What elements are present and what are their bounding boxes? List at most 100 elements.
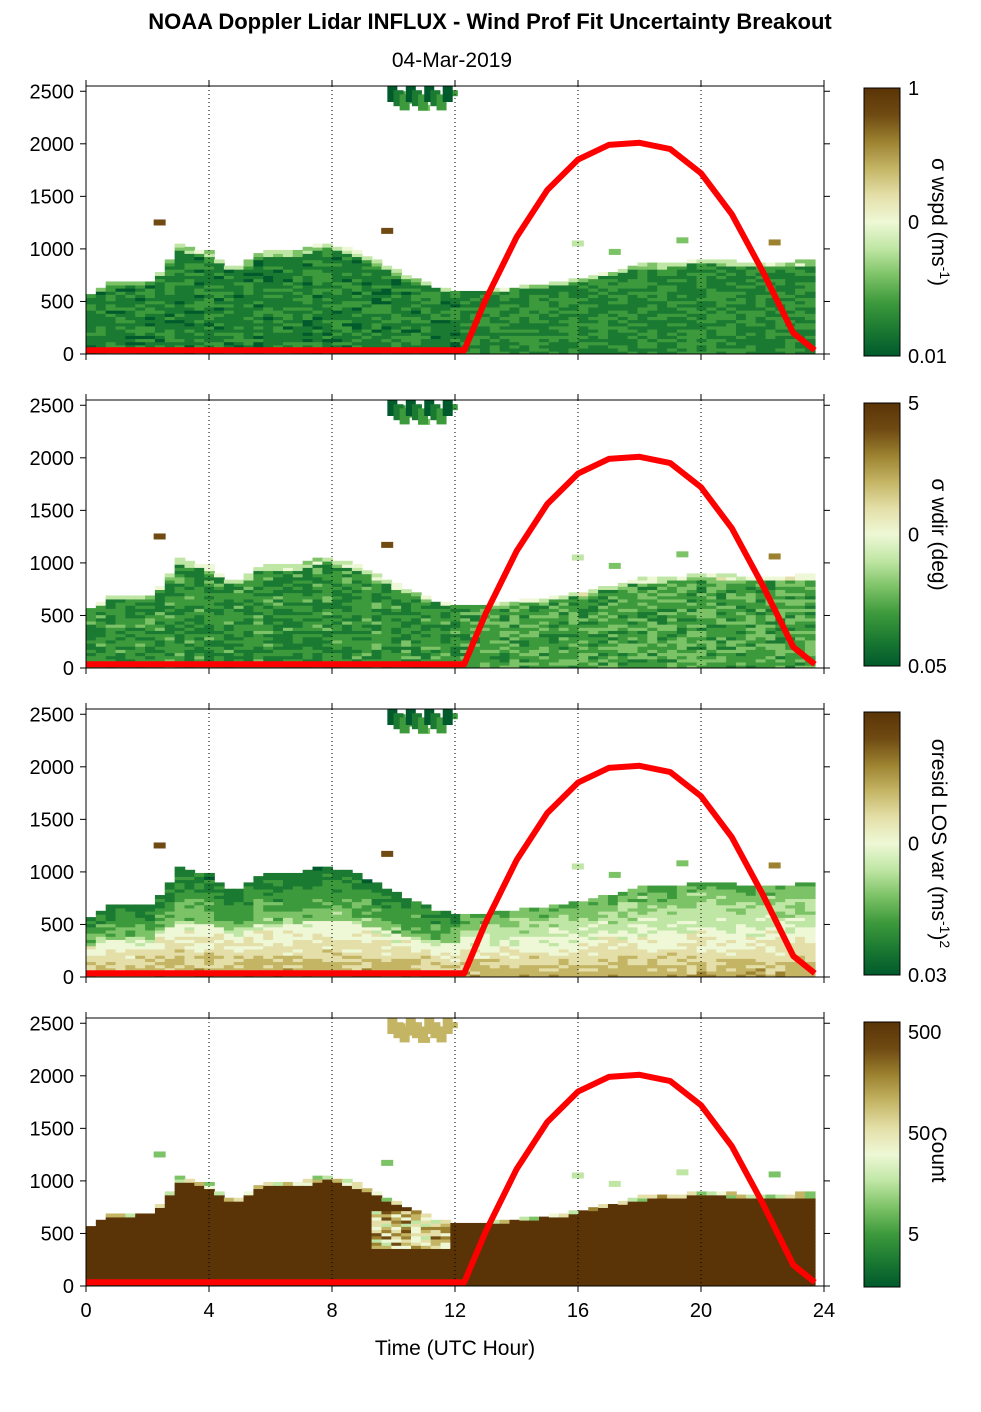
heatmap-cell bbox=[775, 322, 787, 327]
heatmap-cell bbox=[86, 294, 97, 299]
heatmap-cell bbox=[479, 309, 491, 314]
heatmap-cell bbox=[292, 582, 304, 587]
heatmap-cell bbox=[273, 322, 284, 327]
heatmap-cell bbox=[401, 614, 412, 619]
heatmap-cell bbox=[332, 328, 343, 333]
heatmap-cell bbox=[598, 645, 609, 650]
heatmap-cell bbox=[361, 322, 373, 327]
heatmap-cell bbox=[745, 627, 757, 631]
heatmap-cell bbox=[312, 589, 324, 594]
heatmap-cell bbox=[145, 309, 156, 314]
heatmap-cell bbox=[804, 576, 816, 581]
heatmap-cell bbox=[657, 300, 668, 305]
heatmap-cell bbox=[322, 297, 334, 302]
heatmap-cell bbox=[214, 920, 225, 925]
heatmap-cell bbox=[617, 611, 629, 616]
heatmap-cell bbox=[735, 287, 747, 292]
heatmap-cell bbox=[282, 331, 294, 336]
heatmap-cell bbox=[607, 278, 619, 283]
heatmap-cell bbox=[381, 341, 393, 346]
heatmap-cell bbox=[302, 259, 314, 264]
heatmap-cell bbox=[292, 579, 304, 584]
heatmap-cell bbox=[194, 917, 205, 922]
heatmap-cell bbox=[391, 598, 402, 603]
heatmap-cell bbox=[184, 649, 196, 654]
heatmap-cell bbox=[233, 929, 245, 934]
heatmap-cell bbox=[273, 331, 284, 336]
heatmap-cell bbox=[430, 300, 442, 305]
heatmap-cell bbox=[548, 661, 560, 666]
heatmap-cell bbox=[204, 652, 215, 657]
heatmap-cell bbox=[95, 961, 107, 966]
heatmap-cell bbox=[105, 303, 117, 308]
y-tick-label: 0 bbox=[63, 344, 74, 366]
heatmap-cell bbox=[755, 328, 767, 333]
heatmap-cell bbox=[174, 253, 186, 258]
heatmap-cell bbox=[322, 595, 334, 600]
heatmap-cell bbox=[755, 297, 767, 302]
heatmap-cell bbox=[588, 598, 599, 603]
heatmap-cell bbox=[263, 284, 274, 289]
heatmap-cell bbox=[529, 633, 540, 638]
heatmap-cell bbox=[440, 630, 452, 635]
heatmap-cell bbox=[607, 611, 619, 616]
heatmap-cell bbox=[135, 309, 146, 314]
heatmap-cell bbox=[361, 608, 373, 613]
heatmap-cell bbox=[164, 614, 176, 619]
heatmap-cell bbox=[86, 923, 97, 928]
heatmap-cell bbox=[253, 885, 265, 890]
heatmap-cell bbox=[154, 287, 166, 292]
heatmap-cell bbox=[351, 898, 363, 903]
heatmap-cell bbox=[214, 951, 225, 956]
heatmap-cell bbox=[745, 275, 757, 280]
heatmap-cell bbox=[312, 964, 324, 969]
heatmap-cell bbox=[420, 601, 432, 606]
heatmap-cell bbox=[667, 344, 678, 349]
heatmap-cell bbox=[667, 262, 678, 267]
heatmap-cell bbox=[312, 338, 324, 343]
heatmap-cell bbox=[135, 316, 146, 321]
heatmap-cell bbox=[588, 652, 599, 657]
heatmap-cell bbox=[115, 300, 127, 305]
heatmap-cell bbox=[371, 287, 383, 292]
heatmap-cell bbox=[361, 620, 373, 625]
heatmap-cell bbox=[657, 335, 668, 340]
heatmap-cell bbox=[765, 347, 777, 352]
heatmap-cell bbox=[509, 645, 521, 650]
heatmap-cell bbox=[420, 642, 432, 647]
heatmap-cell bbox=[233, 642, 245, 647]
heatmap-cell bbox=[440, 319, 452, 324]
heatmap-cell bbox=[86, 652, 97, 657]
heatmap-cell bbox=[351, 620, 363, 625]
heatmap-cell bbox=[204, 611, 215, 616]
heatmap-cell bbox=[214, 620, 225, 625]
heatmap-cell bbox=[795, 639, 806, 644]
heatmap-cell bbox=[273, 645, 284, 650]
heatmap-cell bbox=[607, 630, 619, 635]
heatmap-cell bbox=[282, 341, 294, 346]
heatmap-cell bbox=[164, 882, 176, 887]
heatmap-cell bbox=[322, 313, 334, 317]
heatmap-cell bbox=[371, 259, 383, 264]
heatmap-cell bbox=[332, 627, 343, 631]
heatmap-cell bbox=[637, 335, 649, 340]
heatmap-cell bbox=[253, 901, 265, 906]
heatmap-cell bbox=[706, 645, 718, 650]
heatmap-cell bbox=[735, 627, 747, 631]
heatmap-cell bbox=[263, 898, 274, 903]
heatmap-cell bbox=[696, 272, 708, 276]
heatmap-cell bbox=[676, 287, 688, 292]
heatmap-cell bbox=[332, 620, 343, 625]
heatmap-cell bbox=[164, 655, 176, 660]
heatmap-cell bbox=[194, 904, 205, 909]
heatmap-cell bbox=[154, 920, 166, 925]
heatmap-cell bbox=[686, 319, 698, 324]
heatmap-cell bbox=[253, 891, 265, 896]
heatmap-cell bbox=[233, 958, 245, 963]
heatmap-cell bbox=[214, 649, 225, 654]
heatmap-cell bbox=[253, 335, 265, 340]
heatmap-cell bbox=[115, 598, 127, 603]
heatmap-cell bbox=[164, 601, 176, 606]
heatmap-cell bbox=[568, 645, 580, 650]
heatmap-cell bbox=[164, 284, 176, 289]
